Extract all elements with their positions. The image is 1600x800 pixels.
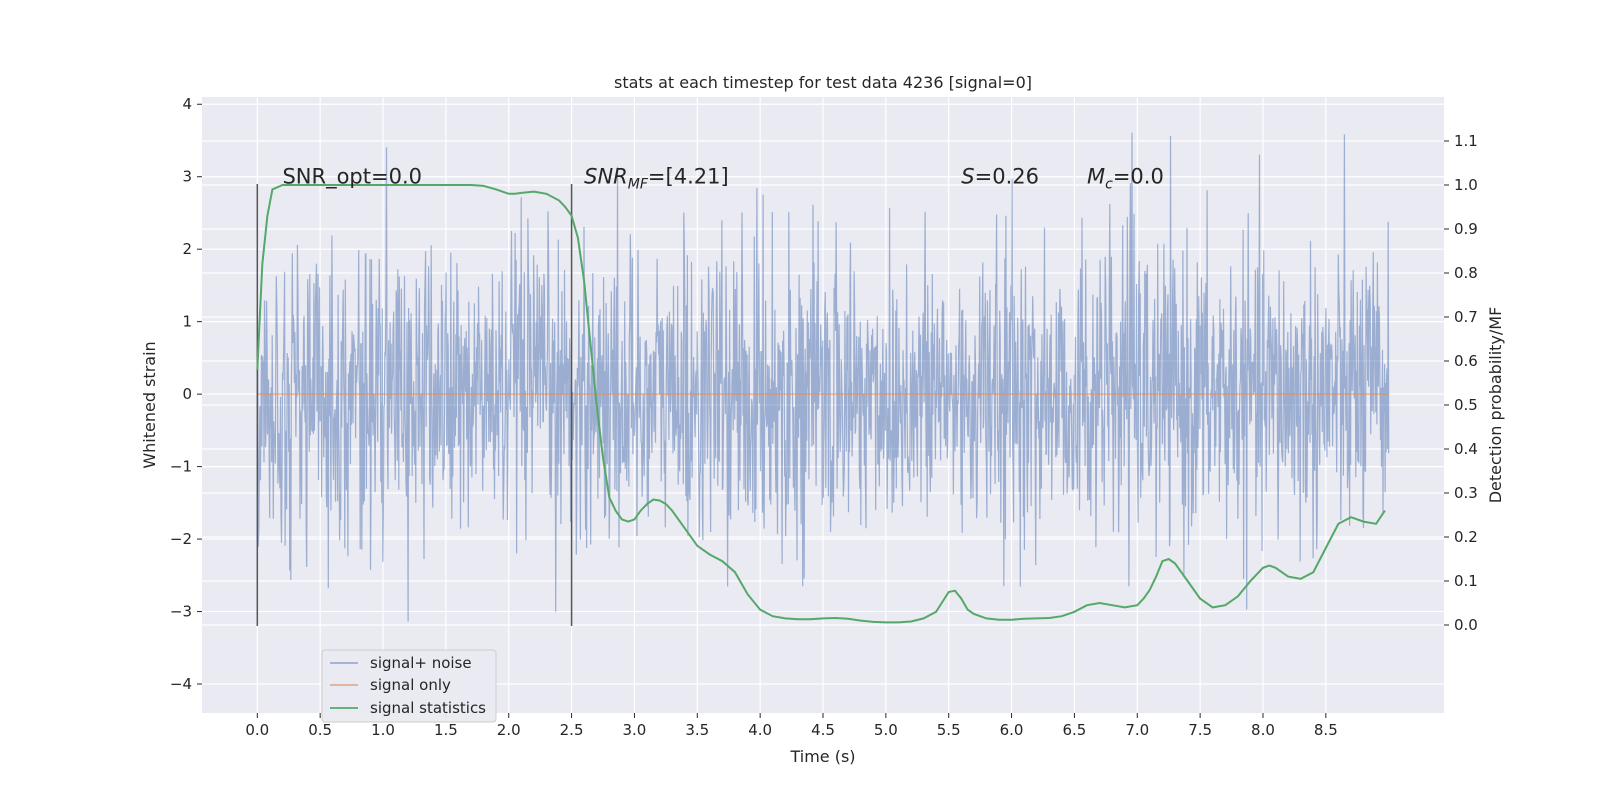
y-right-tick-label: 0.2	[1454, 528, 1478, 546]
x-tick-label: 7.0	[1125, 721, 1149, 739]
y-left-tick-label: −1	[170, 458, 192, 476]
y-right-tick-label: 0.5	[1454, 396, 1478, 414]
y-right-tick-label: 1.1	[1454, 132, 1478, 150]
legend-label-noise: signal+ noise	[370, 654, 472, 672]
x-tick-label: 6.0	[1000, 721, 1024, 739]
signal-statistics-line	[256, 184, 1386, 624]
annotation: Mc=0.0	[1087, 165, 1164, 193]
legend-label-signal: signal only	[370, 676, 451, 694]
y-left-tick-label: 0	[182, 385, 192, 403]
y-axis-left-label: Whitened strain	[140, 341, 159, 468]
signal-noise-line	[256, 132, 1390, 622]
x-tick-label: 0.0	[245, 721, 269, 739]
x-tick-label: 7.5	[1188, 721, 1212, 739]
x-tick-label: 5.5	[937, 721, 961, 739]
y-right-tick-label: 1.0	[1454, 176, 1478, 194]
y-axis-right-label: Detection probability/MF	[1486, 307, 1505, 504]
y-left-tick-label: −4	[170, 675, 192, 693]
y-left-tick-label: −2	[170, 530, 192, 548]
x-tick-label: 2.5	[560, 721, 584, 739]
x-tick-label: 8.5	[1314, 721, 1338, 739]
chart-title: stats at each timestep for test data 423…	[614, 73, 1032, 92]
legend-box	[321, 649, 497, 723]
y-right-tick-label: 0.0	[1454, 616, 1478, 634]
series-signal-statistics	[256, 184, 1386, 624]
y-right-tick-label: 0.7	[1454, 308, 1478, 326]
y-axis-left-ticks: 4 3 2 1 0 −1 −2 −3 −4	[170, 95, 202, 693]
x-tick-label: 5.0	[874, 721, 898, 739]
legend-label-stats: signal statistics	[370, 699, 486, 717]
legend: signal+ noise signal only signal statist…	[321, 649, 497, 723]
x-tick-label: 6.5	[1062, 721, 1086, 739]
x-tick-label: 8.0	[1251, 721, 1275, 739]
y-right-tick-label: 0.6	[1454, 352, 1478, 370]
x-tick-label: 1.5	[434, 721, 458, 739]
y-right-tick-label: 0.1	[1454, 572, 1478, 590]
y-right-tick-label: 0.9	[1454, 220, 1478, 238]
x-axis-label: Time (s)	[789, 747, 855, 766]
x-tick-label: 4.0	[748, 721, 772, 739]
series-signal-noise	[256, 132, 1390, 622]
y-right-tick-label: 0.8	[1454, 264, 1478, 282]
x-tick-label: 2.0	[497, 721, 521, 739]
x-tick-label: 4.5	[811, 721, 835, 739]
x-tick-label: 1.0	[371, 721, 395, 739]
vertical-markers	[256, 183, 573, 627]
annotations: SNR_opt=0.0 SNRMF=[4.21] S=0.26 Mc=0.0	[282, 165, 1163, 193]
annotation: S=0.26	[961, 165, 1039, 189]
y-left-tick-label: −3	[170, 603, 192, 621]
y-left-tick-label: 1	[182, 313, 192, 331]
y-right-tick-label: 0.3	[1454, 484, 1478, 502]
y-right-tick-label: 0.4	[1454, 440, 1478, 458]
y-axis-right-ticks: 1.1 1.0 0.9 0.8 0.7 0.6 0.5 0.4 0.3 0.2 0.1 0.0	[1444, 132, 1478, 634]
annotation: SNRMF=[4.21]	[584, 165, 729, 193]
x-tick-label: 3.0	[623, 721, 647, 739]
x-axis-ticks: 0.0 0.5 1.0 1.5 2.0 2.5 3.0 3.5 4.0 4.5 5.0 5.5 6.0 6…	[245, 713, 1338, 739]
y-left-tick-label: 4	[182, 95, 192, 113]
annotation: SNR_opt=0.0	[282, 165, 422, 190]
y-left-tick-label: 3	[182, 168, 192, 186]
x-tick-label: 3.5	[685, 721, 709, 739]
x-tick-label: 0.5	[308, 721, 332, 739]
y-left-tick-label: 2	[182, 240, 192, 258]
